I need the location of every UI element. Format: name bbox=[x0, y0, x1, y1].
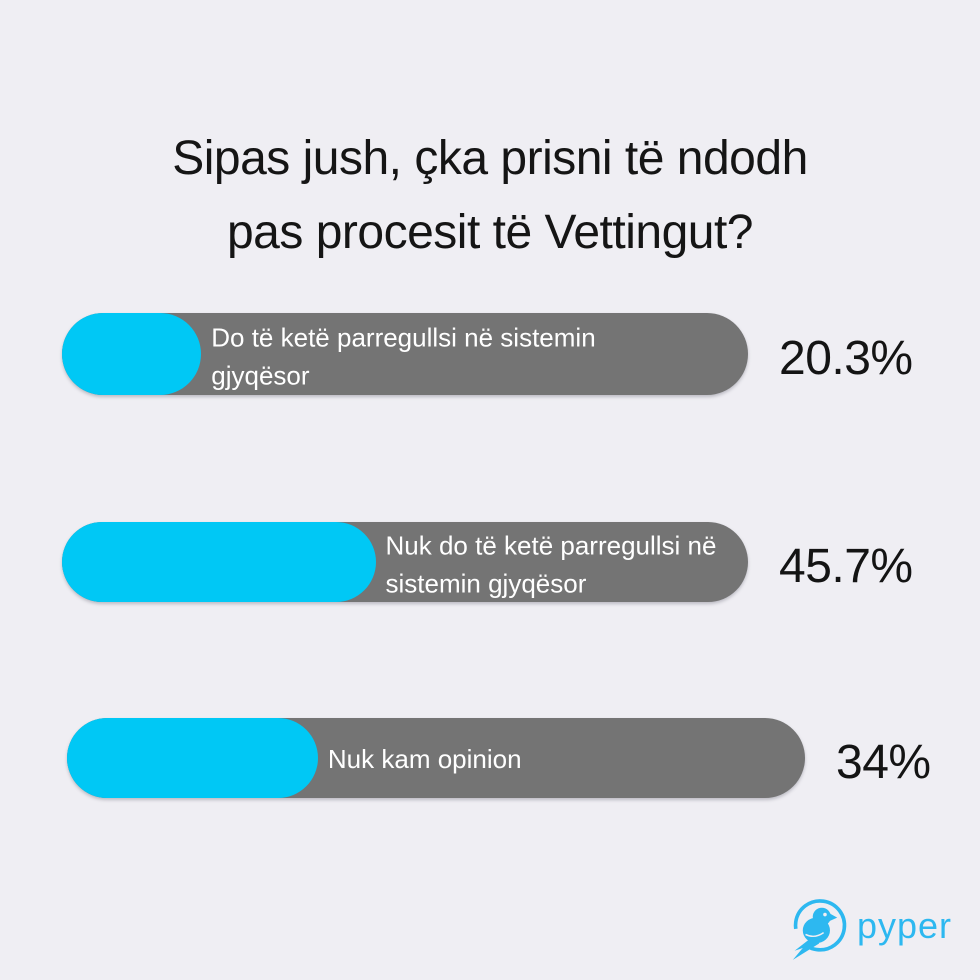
poll-option-label-line: gjyqësor bbox=[211, 360, 310, 391]
poll-option-label: Do të ketë parregullsi në sistemin gjyqë… bbox=[211, 318, 595, 394]
poll-option-label-line: sistemin gjyqësor bbox=[385, 568, 587, 599]
poll-option-bar-2: Nuk do të ketë parregullsi në sistemin g… bbox=[62, 522, 748, 602]
page-title-line-1: Sipas jush, çka prisni të ndodh bbox=[172, 132, 808, 186]
poll-option-label-line: Nuk kam opinion bbox=[327, 744, 522, 775]
poll-option-percentage: 20.3% bbox=[779, 331, 913, 385]
poll-option-label-line: Nuk do të ketë parregullsi në bbox=[385, 530, 717, 561]
poll-option-label: Nuk do të ketë parregullsi në sistemin g… bbox=[386, 526, 717, 602]
poll-option-label-line: Do të ketë parregullsi në sistemin bbox=[211, 322, 596, 353]
poll-option-bar-fill bbox=[67, 718, 318, 798]
brand-wordmark: pyper bbox=[856, 905, 952, 946]
poll-option-row: Nuk do të ketë parregullsi në sistemin g… bbox=[62, 522, 913, 602]
poll-option-row: Nuk kam opinion 34% bbox=[67, 718, 931, 798]
poll-option-bar-1: Do të ketë parregullsi në sistemin gjyqë… bbox=[62, 313, 748, 395]
poll-option-bar-3: Nuk kam opinion bbox=[67, 718, 805, 798]
page-title-line-2: pas procesit të Vettingut? bbox=[226, 206, 754, 260]
brand-footer: pyper bbox=[791, 896, 952, 962]
poll-option-percentage: 34% bbox=[836, 735, 931, 789]
poll-option-bar-fill bbox=[62, 522, 376, 602]
poll-option-percentage: 45.7% bbox=[779, 539, 913, 593]
poll-option-bar-fill bbox=[62, 313, 202, 395]
page-title: Sipas jush, çka prisni të ndodh pas proc… bbox=[0, 122, 980, 270]
poll-option-row: Do të ketë parregullsi në sistemin gjyqë… bbox=[62, 313, 913, 395]
poll-option-label: Nuk kam opinion bbox=[328, 740, 522, 778]
pyper-bird-icon bbox=[792, 899, 847, 960]
